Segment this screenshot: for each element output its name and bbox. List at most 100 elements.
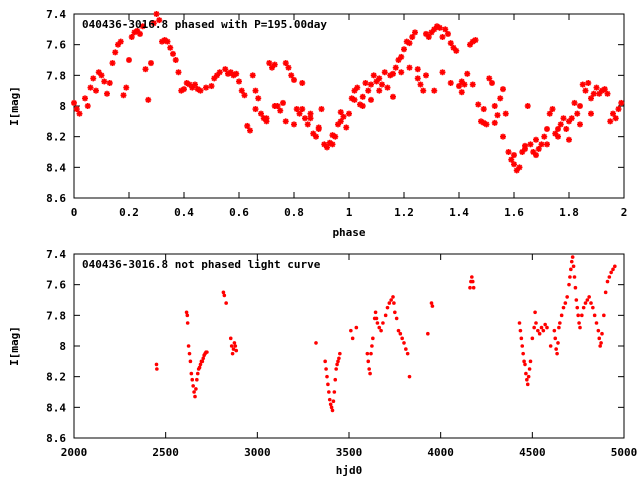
data-point-dot (530, 336, 535, 341)
data-point-dot (522, 359, 526, 364)
data-point-star (563, 126, 570, 132)
data-point-star (464, 70, 471, 77)
y-tick-label: 8.2 (46, 371, 66, 384)
data-point-star (491, 103, 498, 109)
phased-plot-ticks: 0 0.2 0.4 0.6 0.8 1 1.2 1.4 1.6 1.8 2 7.4 7.6 7.8 8 8.2… (46, 8, 627, 219)
data-point-star (258, 110, 264, 117)
data-point-dot (394, 316, 399, 321)
data-point-dot (578, 325, 582, 330)
x-tick-label: 1.2 (394, 206, 414, 219)
data-point-dot (393, 310, 397, 315)
data-point-star (544, 126, 550, 132)
data-point-dot (195, 371, 200, 376)
data-point-dot (581, 305, 586, 310)
data-point-star (337, 118, 344, 125)
data-point-star (533, 136, 539, 143)
data-point-star (497, 95, 504, 102)
data-point-dot (198, 362, 203, 367)
data-point-dot (188, 359, 193, 364)
data-point-dot (605, 279, 610, 284)
data-point-dot (600, 331, 604, 336)
data-point-dot (613, 264, 617, 269)
data-point-dot (569, 267, 573, 272)
data-point-star (106, 80, 113, 86)
data-point-star (346, 110, 352, 117)
data-point-dot (350, 336, 355, 341)
data-point-star (406, 40, 413, 47)
y-tick-label: 8 (59, 100, 66, 113)
data-point-dot (325, 374, 329, 379)
data-point-dot (430, 304, 435, 308)
y-tick-label: 7.4 (46, 248, 66, 261)
data-point-dot (553, 336, 558, 341)
data-point-dot (598, 344, 602, 348)
data-point-star (82, 95, 88, 102)
data-point-star (150, 20, 157, 27)
data-point-dot (186, 344, 191, 348)
data-point-star (491, 119, 498, 126)
data-point-dot (570, 255, 575, 259)
data-point-star (71, 99, 77, 106)
x-tick-label: 4500 (519, 446, 546, 459)
data-point-star (252, 106, 259, 113)
data-point-dot (576, 313, 580, 318)
data-point-dot (234, 348, 239, 353)
data-point-star (555, 133, 561, 140)
data-point-dot (377, 325, 382, 330)
data-point-dot (194, 387, 198, 391)
data-point-star (447, 40, 454, 47)
data-point-dot (580, 313, 584, 318)
data-point-star (128, 34, 135, 40)
data-point-star (313, 133, 319, 140)
data-point-dot (532, 325, 536, 330)
data-point-dot (201, 356, 206, 361)
data-point-dot (155, 367, 159, 371)
data-point-star (535, 145, 542, 152)
y-tick-label: 7.8 (46, 69, 66, 82)
data-point-star (401, 46, 407, 53)
data-point-star (310, 130, 317, 137)
data-point-star (376, 87, 383, 94)
data-point-dot (597, 336, 602, 341)
unphased-plot-xlabel: hjd0 (336, 464, 363, 477)
data-point-star (604, 90, 611, 97)
data-point-dot (192, 390, 196, 394)
data-point-dot (591, 305, 595, 310)
data-point-dot (568, 275, 572, 279)
data-point-star (436, 24, 443, 31)
phased-plot-xlabel: phase (332, 226, 365, 239)
data-point-dot (602, 313, 606, 318)
x-tick-label: 1.4 (449, 206, 469, 219)
x-tick-label: 0.6 (229, 206, 249, 219)
data-point-star (117, 38, 124, 45)
data-point-dot (543, 322, 547, 327)
data-point-star (381, 69, 388, 76)
data-point-star (511, 152, 517, 159)
phased-plot-title: 040436-3016.8 phased with P=195.00day (82, 18, 327, 31)
data-point-dot (387, 301, 392, 305)
data-point-dot (327, 397, 332, 402)
data-point-dot (556, 341, 560, 345)
data-point-dot (603, 290, 608, 295)
data-point-star (568, 115, 575, 122)
data-point-dot (557, 325, 561, 330)
data-point-star (208, 83, 215, 90)
data-point-dot (559, 313, 564, 318)
data-point-star (579, 81, 586, 88)
data-point-dot (230, 351, 235, 356)
data-point-star (522, 142, 528, 149)
data-point-star (285, 64, 292, 71)
data-point-star (304, 121, 311, 128)
data-point-dot (228, 336, 233, 341)
y-tick-label: 8 (59, 340, 66, 353)
data-point-star (379, 81, 385, 88)
data-point-star (307, 115, 314, 122)
data-point-dot (470, 275, 474, 279)
data-point-star (280, 99, 286, 106)
data-point-dot (539, 325, 544, 330)
data-point-dot (607, 275, 612, 279)
data-point-star (472, 37, 479, 44)
y-tick-label: 7.6 (46, 279, 66, 292)
data-point-dot (407, 374, 412, 379)
